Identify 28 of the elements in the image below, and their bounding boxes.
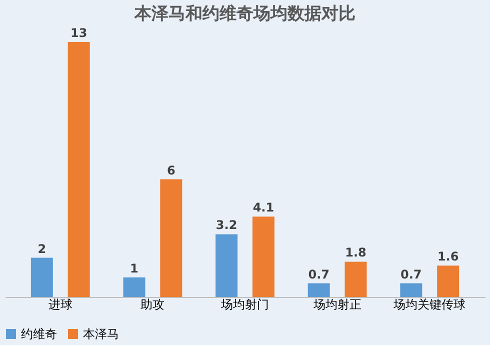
data-label: 3.2 [216,218,238,232]
bar [30,258,53,297]
data-label: 1.6 [437,250,459,264]
x-tick-label: 助攻 [140,298,165,312]
bar [123,277,146,297]
x-tick-label: 场均射门 [220,298,269,312]
legend-label: 约维奇 [21,327,57,341]
bar [308,283,330,297]
bar [344,262,367,297]
x-tick-label: 场均关键传球 [392,298,466,312]
bar [68,42,90,297]
x-tick-label: 进球 [48,298,72,312]
data-label: 1 [130,261,138,276]
legend-label: 本泽马 [83,327,119,341]
chart-title: 本泽马和约维奇场均数据对比 [134,4,356,24]
data-label: 0.7 [400,267,422,282]
data-label: 0.7 [308,267,330,282]
data-label: 1.8 [345,246,366,260]
bar [252,216,274,297]
bar [160,179,182,297]
data-label: 4.1 [252,200,274,215]
bar [437,266,460,297]
data-label: 13 [70,26,88,40]
bar [216,234,238,297]
x-tick-label: 场均射正 [312,298,362,312]
data-label: 2 [38,242,46,256]
data-label: 6 [166,163,176,178]
bar [400,283,422,297]
